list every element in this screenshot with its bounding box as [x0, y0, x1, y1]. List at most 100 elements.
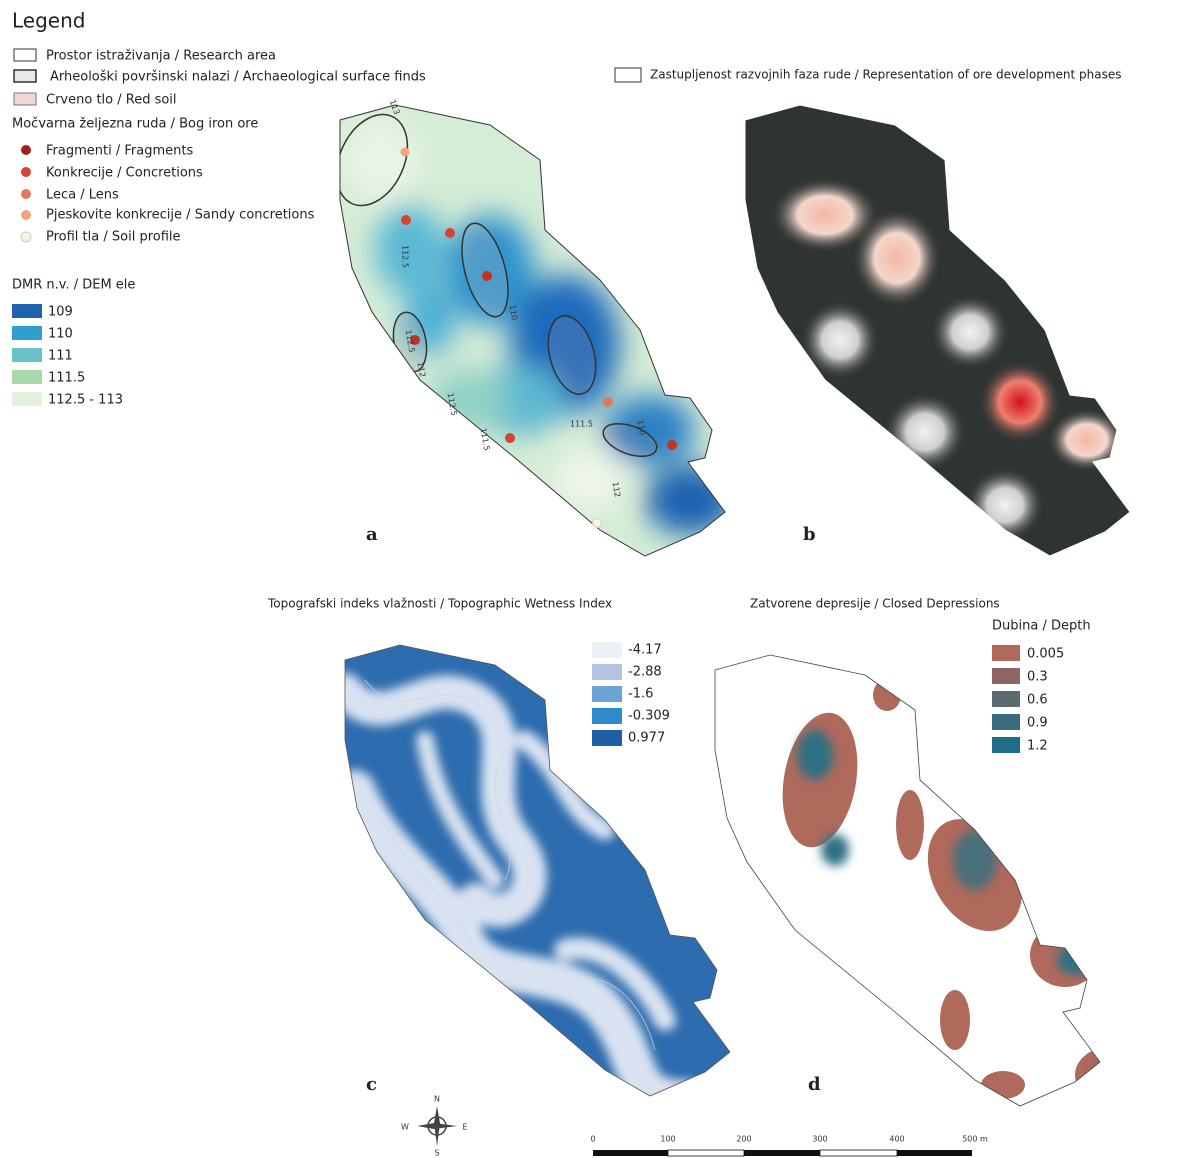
map-shading: [345, 645, 730, 1096]
swatch-research-area: [13, 48, 37, 62]
legend-item: Prostor istraživanja / Research area: [46, 49, 276, 64]
legend-heading: Močvarna željezna ruda / Bog iron ore: [12, 117, 258, 132]
swatch-depth: [992, 645, 1020, 661]
legend-subtitle: Dubina / Depth: [992, 619, 1091, 634]
point-concretion: [401, 215, 411, 225]
legend-item: 1.2: [1027, 739, 1048, 754]
swatch-depth: [992, 691, 1020, 707]
panel-label: a: [366, 524, 378, 545]
depression-surface: [715, 655, 1100, 1106]
contour-label: 112.5: [404, 329, 417, 353]
map-shading: [555, 450, 625, 510]
legend-title: Legend: [12, 9, 85, 33]
map-b: b: [744, 104, 1131, 557]
map-c: [344, 644, 731, 1097]
legend-item: 112.5 - 113: [48, 393, 123, 408]
symbol-sandy: [21, 210, 31, 220]
map-shading: [852, 208, 942, 308]
scale-bar: 0 100 200 300 400 500 m: [590, 1135, 988, 1157]
swatch-depth: [992, 668, 1020, 684]
map-shading: [981, 1071, 1025, 1099]
finds-outline: [340, 113, 409, 207]
legend-item: -4.17: [628, 643, 662, 658]
map-shading: [745, 105, 1130, 556]
scale-segment: [819, 1149, 898, 1157]
contour-label: 111.5: [479, 427, 492, 451]
symbol-soil-profile: [20, 231, 32, 243]
compass-label: S: [434, 1149, 439, 1158]
map-shading: [340, 105, 725, 556]
legend-item: 0.3: [1027, 670, 1048, 685]
point-fragment: [482, 271, 492, 281]
map-shading: [369, 799, 476, 951]
scale-segment: [897, 1150, 972, 1156]
finds-outline: [547, 315, 597, 395]
map-shading: [770, 177, 880, 253]
scale-label: 500 m: [962, 1135, 988, 1144]
map-shading: [896, 790, 924, 860]
compass-label: W: [401, 1123, 409, 1132]
map-shading: [1047, 408, 1127, 472]
legend-item: 111: [48, 349, 73, 364]
map-shading: [645, 465, 725, 535]
swatch-depth: [992, 737, 1020, 753]
legend-item: Arheološki površinski nalazi / Archaeolo…: [50, 70, 426, 85]
finds-outline: [602, 422, 658, 458]
legend-item: 0.6: [1027, 693, 1048, 708]
map-shading: [797, 730, 833, 780]
compass: N E S W: [401, 1095, 467, 1158]
scale-label: 400: [889, 1135, 904, 1144]
map-shading: [554, 937, 676, 1031]
contour-label: 112.5: [446, 392, 459, 416]
map-shading: [821, 834, 849, 866]
legend-item: Konkrecije / Concretions: [46, 166, 203, 181]
contour-label: 110: [636, 419, 648, 436]
swatch-ore-phases: [614, 67, 642, 83]
contour-label: 112.5: [401, 245, 410, 268]
map-shading: [1095, 1060, 1100, 1090]
swatch-dem: [12, 392, 42, 406]
legend-item: 109: [48, 305, 73, 320]
legend-item: 0.977: [628, 731, 665, 746]
point-sandy: [400, 147, 410, 157]
map-shading: [345, 770, 705, 1096]
map-shading: [953, 830, 997, 890]
swatch-dem: [12, 304, 42, 318]
compass-arrows: [417, 1106, 457, 1146]
map-shading: [445, 215, 535, 325]
point-fragment: [667, 440, 677, 450]
map-shading: [800, 300, 880, 380]
scale-segment: [667, 1149, 745, 1157]
point-fragment: [410, 335, 420, 345]
map-shading: [494, 749, 511, 881]
legend-item: -1.6: [628, 687, 653, 702]
contour-label: 110: [508, 304, 520, 321]
legend-item: Fragmenti / Fragments: [46, 144, 193, 159]
map-shading: [940, 990, 970, 1050]
map-shading: [883, 392, 967, 472]
map-shading: [574, 978, 656, 1051]
map-shading: [715, 655, 1100, 1106]
scale-label: 100: [660, 1135, 675, 1144]
point-concretion: [505, 433, 515, 443]
symbol-concretions: [21, 167, 31, 177]
legend-item: 0.005: [1027, 647, 1064, 662]
swatch-twi: [592, 708, 622, 724]
compass-label: N: [434, 1095, 440, 1104]
legend-item: 110: [48, 327, 73, 342]
map-shading: [364, 679, 656, 1051]
scale-label: 200: [736, 1135, 751, 1144]
density-surface: [745, 105, 1130, 556]
panel-label: b: [803, 524, 816, 545]
map-shading: [978, 360, 1062, 444]
swatch-dem: [12, 370, 42, 384]
swatch-finds: [13, 69, 37, 83]
panel-title: Zatvorene depresije / Closed Depressions: [750, 597, 1000, 611]
legend-item: -0.309: [628, 709, 670, 724]
map-shading: [930, 294, 1010, 370]
compass-label: E: [462, 1123, 467, 1132]
point-concretion: [445, 228, 455, 238]
legend-item: 111.5: [48, 371, 85, 386]
swatch-depth: [992, 714, 1020, 730]
legend-heading: DMR n.v. / DEM ele: [12, 278, 135, 293]
